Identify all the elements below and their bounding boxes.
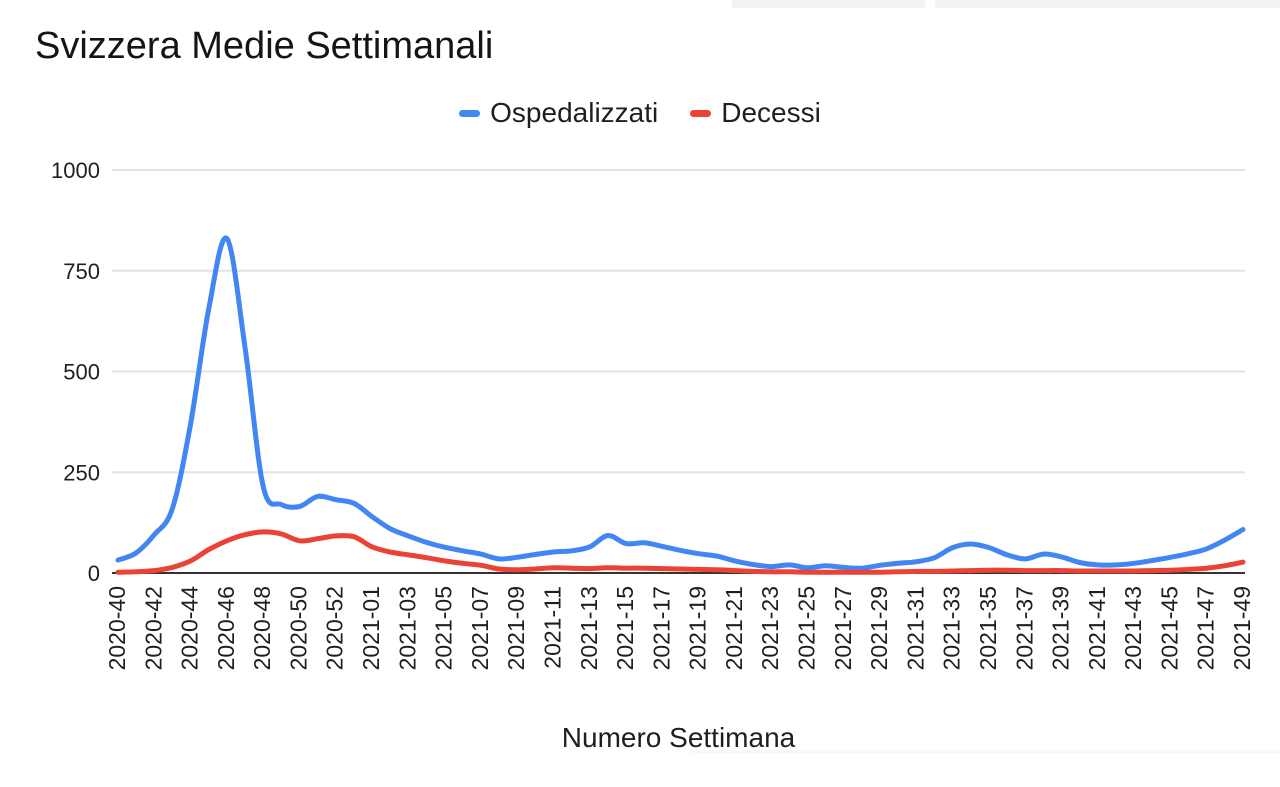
x-tick-label: 2021-03 xyxy=(394,586,420,670)
legend: Ospedalizzati Decessi xyxy=(0,97,1280,129)
legend-label-ospedalizzati: Ospedalizzati xyxy=(490,97,659,128)
legend-swatch-blue-icon xyxy=(459,109,481,117)
legend-swatch-red-icon xyxy=(690,109,712,117)
x-tick-label: 2021-15 xyxy=(612,586,638,670)
y-tick-label: 0 xyxy=(88,561,100,586)
y-tick-label: 250 xyxy=(63,460,100,485)
x-tick-label: 2021-31 xyxy=(902,586,928,670)
y-tick-label: 500 xyxy=(63,360,100,385)
chart-title: Svizzera Medie Settimanali xyxy=(35,25,494,67)
x-tick-label: 2021-07 xyxy=(467,586,493,670)
x-tick-label: 2021-25 xyxy=(794,586,820,670)
x-tick-label: 2021-05 xyxy=(431,586,457,670)
x-tick-label: 2021-23 xyxy=(757,586,783,670)
plot-area: 0 250 500 750 1000 2020-40 2020-42 2020-44 2020-… xyxy=(51,158,1255,671)
x-tick-label: 2021-41 xyxy=(1084,586,1110,670)
x-tick-label: 2021-33 xyxy=(939,586,965,670)
x-tick-label: 2020-50 xyxy=(285,586,311,670)
window-edge-artifact xyxy=(690,750,1280,753)
x-tick-label: 2021-01 xyxy=(358,586,384,670)
window-edge-artifact xyxy=(935,0,1280,8)
x-tick-label: 2021-21 xyxy=(721,586,747,670)
x-tick-label: 2021-09 xyxy=(503,586,529,670)
legend-item-decessi: Decessi xyxy=(690,97,821,129)
x-tick-label: 2021-13 xyxy=(576,586,602,670)
legend-item-ospedalizzati: Ospedalizzati xyxy=(459,97,658,129)
x-tick-label: 2021-49 xyxy=(1229,586,1255,670)
x-axis-title: Numero Settimana xyxy=(561,722,796,753)
x-tick-label: 2021-43 xyxy=(1120,586,1146,670)
window-edge-artifact xyxy=(732,0,925,8)
x-tick-label: 2021-11 xyxy=(539,586,565,669)
x-tick-label: 2021-39 xyxy=(1048,586,1074,670)
x-tick-label: 2021-17 xyxy=(648,586,674,670)
y-tick-label: 1000 xyxy=(51,158,100,183)
x-tick-label: 2021-47 xyxy=(1193,586,1219,670)
x-tick-label: 2020-42 xyxy=(140,586,166,670)
x-tick-label: 2020-48 xyxy=(249,586,275,670)
series-line-decessi xyxy=(115,529,1246,575)
x-tick-label: 2020-40 xyxy=(104,586,130,670)
x-tick-label: 2021-27 xyxy=(830,586,856,670)
x-tick-label: 2020-44 xyxy=(177,586,203,671)
x-tick-label: 2021-19 xyxy=(685,586,711,670)
x-tick-label: 2021-29 xyxy=(866,586,892,670)
x-tick-label: 2021-37 xyxy=(1011,586,1037,670)
x-tick-label: 2021-35 xyxy=(975,586,1001,670)
legend-label-decessi: Decessi xyxy=(721,97,821,128)
y-tick-label: 750 xyxy=(63,259,100,284)
x-tick-label: 2020-52 xyxy=(322,586,348,670)
x-tick-label: 2021-45 xyxy=(1156,586,1182,670)
series-line-ospedalizzati xyxy=(115,235,1246,571)
x-tick-label: 2020-46 xyxy=(213,586,239,670)
